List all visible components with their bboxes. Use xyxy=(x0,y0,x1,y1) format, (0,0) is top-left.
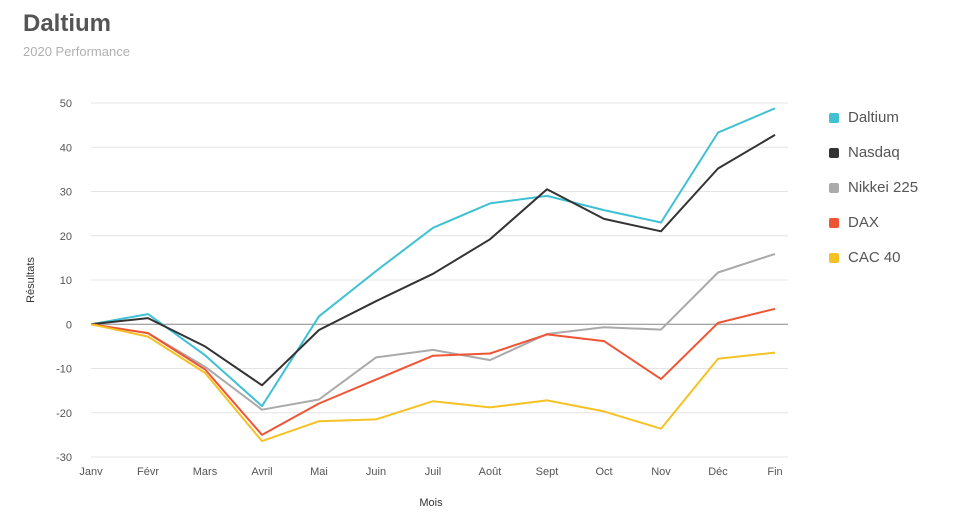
y-tick-label: 40 xyxy=(60,142,72,154)
legend-label: CAC 40 xyxy=(848,249,901,266)
x-tick-label: Oct xyxy=(595,466,612,478)
x-tick-label: Août xyxy=(479,466,502,478)
chart-title: Daltium xyxy=(23,10,112,37)
legend-item-dax[interactable]: DAX xyxy=(829,205,918,240)
legend-swatch xyxy=(829,252,839,263)
series-line-dax xyxy=(90,307,776,436)
y-tick-label: 50 xyxy=(60,98,72,110)
y-tick-label: -20 xyxy=(56,408,72,420)
x-tick-label: Juil xyxy=(425,466,442,478)
legend-item-daltium[interactable]: Daltium xyxy=(829,100,918,135)
x-tick-label: Déc xyxy=(708,466,728,478)
x-tick-label: Juin xyxy=(366,466,386,478)
x-tick-label: Mars xyxy=(193,466,218,478)
series-line-cac-40 xyxy=(90,323,776,443)
legend-label: Nasdaq xyxy=(848,144,900,161)
x-tick-label: Janv xyxy=(79,466,103,478)
x-tick-label: Sept xyxy=(536,466,559,478)
gridlines xyxy=(91,102,788,458)
y-tick-label: -30 xyxy=(56,452,72,464)
legend-item-nasdaq[interactable]: Nasdaq xyxy=(829,135,918,170)
legend-label: DAX xyxy=(848,214,879,231)
y-tick-label: -10 xyxy=(56,364,72,376)
y-axis-ticks: 50 40 30 20 10 0 -10 -20 -30 xyxy=(56,98,72,464)
series-line-daltium xyxy=(90,107,776,408)
legend-label: Daltium xyxy=(848,109,899,126)
legend-item-cac-40[interactable]: CAC 40 xyxy=(829,240,918,275)
series-line-nikkei-225 xyxy=(90,252,776,411)
y-tick-label: 30 xyxy=(60,187,72,199)
series-lines xyxy=(90,107,776,443)
legend-swatch xyxy=(829,112,839,123)
chart-subtitle: 2020 Performance xyxy=(23,44,130,59)
x-tick-label: Févr xyxy=(137,466,159,478)
y-tick-label: 0 xyxy=(66,319,72,331)
x-tick-label: Fin xyxy=(767,466,782,478)
y-tick-label: 20 xyxy=(60,231,72,243)
chart-legend: Daltium Nasdaq Nikkei 225 DAX CAC 40 xyxy=(829,100,918,275)
legend-swatch xyxy=(829,147,839,158)
legend-label: Nikkei 225 xyxy=(848,179,919,196)
legend-swatch xyxy=(829,217,839,228)
legend-item-nikkei-225[interactable]: Nikkei 225 xyxy=(829,170,918,205)
x-tick-label: Nov xyxy=(651,466,671,478)
x-axis-ticks: Janv Févr Mars Avril Mai Juin Juil Août Sept Oct N… xyxy=(79,466,782,478)
y-tick-label: 10 xyxy=(60,275,72,287)
legend-swatch xyxy=(829,182,839,193)
series-line-nasdaq xyxy=(90,134,776,387)
y-axis-label: Résultats xyxy=(25,257,37,303)
x-tick-label: Mai xyxy=(310,466,328,478)
x-axis-label: Mois xyxy=(419,497,443,509)
x-tick-label: Avril xyxy=(251,466,272,478)
